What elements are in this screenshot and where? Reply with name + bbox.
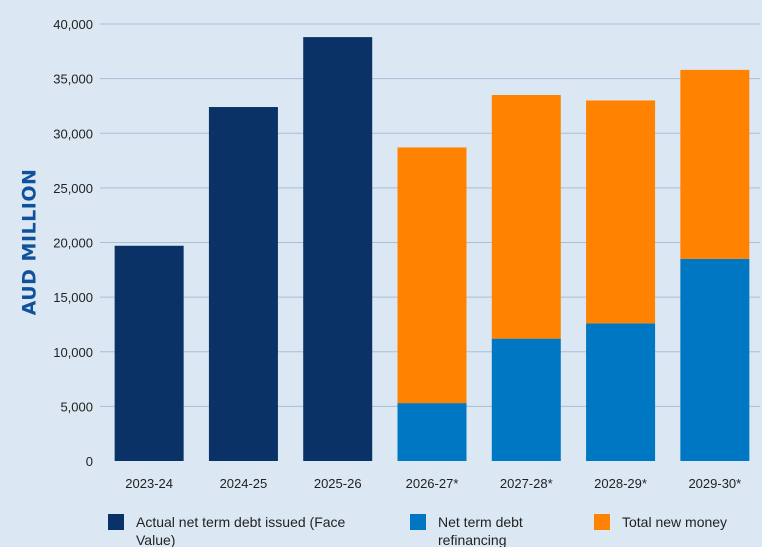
legend-swatch	[108, 514, 124, 530]
bar-2026-27-series-2	[397, 147, 467, 404]
x-tick-label: 2025-26	[314, 476, 362, 491]
x-tick-label: 2026-27*	[406, 476, 459, 491]
y-tick-label: 40,000	[53, 17, 93, 32]
bar-2025-26-series-0	[303, 37, 373, 462]
y-axis-label: AUD MILLION	[19, 169, 41, 316]
y-tick-label: 15,000	[53, 290, 93, 305]
x-tick-label: 2024-25	[220, 476, 268, 491]
legend: Actual net term debt issued (Face Value) N…	[108, 514, 727, 547]
bar-2028-29-series-1	[586, 323, 656, 461]
bar-2027-28-series-2	[491, 95, 561, 339]
x-axis-ticks: 2023-24 2024-25 2025-26 2026-27* 2027-28* 202…	[125, 476, 741, 491]
legend-label: Actual net term debt issued (Face Value)	[136, 514, 346, 547]
y-tick-label: 20,000	[53, 236, 93, 251]
legend-swatch	[410, 514, 426, 530]
legend-label: Total new money	[622, 514, 727, 530]
x-tick-label: 2029-30*	[688, 476, 741, 491]
bar-2023-24-series-0	[114, 245, 184, 461]
x-tick-label: 2027-28*	[500, 476, 553, 491]
legend-label-line: refinancing	[438, 532, 507, 547]
y-tick-label: 10,000	[53, 345, 93, 360]
bar-2029-30-series-2	[680, 69, 750, 259]
y-tick-label: 35,000	[53, 72, 93, 87]
legend-label: Net term debt refinancing	[438, 514, 523, 547]
legend-label-line: Actual net term debt issued (Face	[136, 514, 346, 530]
bar-2024-25-series-0	[208, 107, 278, 461]
bar-2026-27-series-1	[397, 403, 467, 461]
y-tick-label: 0	[86, 454, 93, 469]
y-axis-ticks: 0 5,000 10,000 15,000 20,000 25,000 30,000 35,0…	[53, 17, 93, 469]
legend-label-line: Value)	[136, 532, 175, 547]
bars	[114, 37, 750, 462]
legend-label-line: Total new money	[622, 514, 727, 530]
y-tick-label: 25,000	[53, 181, 93, 196]
x-tick-label: 2028-29*	[594, 476, 647, 491]
bar-2027-28-series-1	[491, 338, 561, 461]
y-tick-label: 30,000	[53, 126, 93, 141]
bar-2029-30-series-1	[680, 258, 750, 461]
legend-label-line: Net term debt	[438, 514, 523, 530]
x-tick-label: 2023-24	[125, 476, 173, 491]
legend-swatch	[594, 514, 610, 530]
bar-2028-29-series-2	[586, 100, 656, 324]
y-tick-label: 5,000	[60, 399, 93, 414]
